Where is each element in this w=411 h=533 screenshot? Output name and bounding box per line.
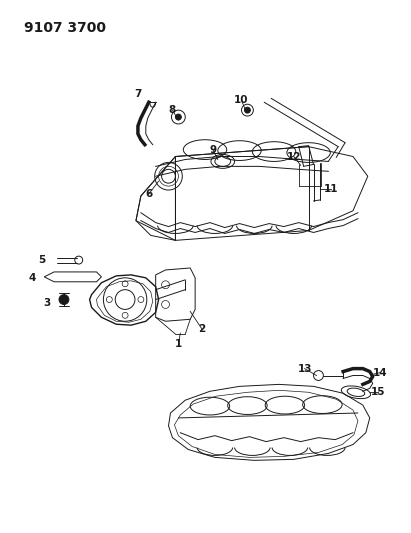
- Text: 7: 7: [134, 90, 142, 99]
- Text: 12: 12: [286, 151, 301, 161]
- Text: 6: 6: [145, 189, 152, 199]
- Circle shape: [175, 114, 181, 120]
- Text: 9: 9: [209, 144, 217, 155]
- Text: 2: 2: [199, 324, 206, 334]
- Text: 11: 11: [324, 184, 339, 194]
- Text: 5: 5: [39, 255, 46, 265]
- Text: 13: 13: [298, 364, 312, 374]
- Text: 9107 3700: 9107 3700: [25, 21, 106, 35]
- Text: 14: 14: [373, 368, 388, 377]
- Text: 8: 8: [169, 105, 176, 115]
- Circle shape: [245, 107, 250, 113]
- Text: 15: 15: [370, 387, 385, 397]
- Text: 10: 10: [234, 95, 249, 106]
- Text: 1: 1: [175, 339, 182, 349]
- Circle shape: [59, 295, 69, 304]
- Text: 3: 3: [44, 297, 51, 308]
- Text: 4: 4: [29, 273, 36, 283]
